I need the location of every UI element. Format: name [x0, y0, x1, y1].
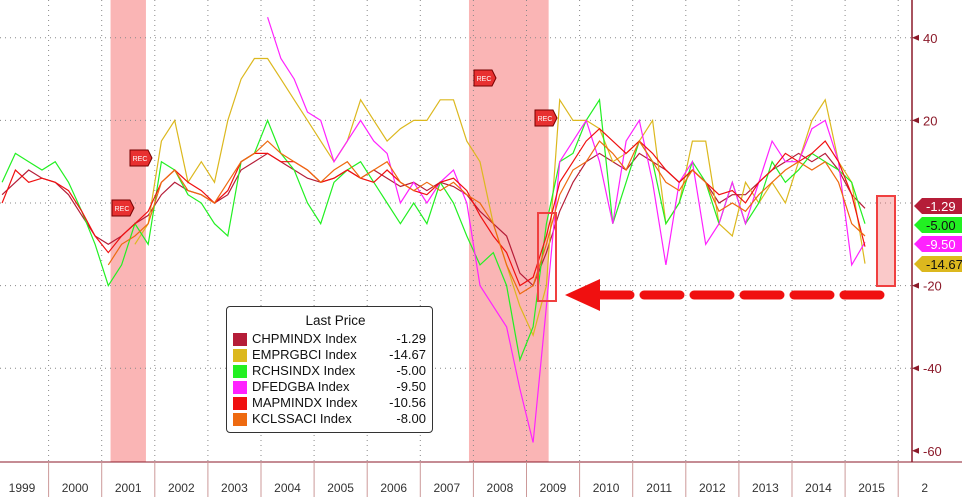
legend-entry: MAPMINDX Index -10.56	[227, 395, 432, 411]
arrow-head	[565, 279, 600, 311]
x-tick-label: 2	[921, 481, 928, 495]
last-value-label: -14.67	[926, 257, 962, 272]
y-tick-label: -40	[923, 361, 942, 376]
y-tick-label: 40	[923, 31, 937, 46]
legend-swatch	[233, 364, 247, 378]
y-tick	[912, 34, 919, 41]
x-tick-label: 2011	[646, 481, 672, 495]
rec-flag-shape	[129, 149, 153, 167]
rec-flag-label: REC	[477, 76, 492, 83]
legend-entry: EMPRGBCI Index -14.67	[227, 347, 432, 363]
recession-band	[468, 0, 549, 462]
last-value-tag	[914, 198, 962, 214]
rec-flag: REC	[129, 149, 153, 167]
last-value-tag	[914, 236, 962, 252]
rec-flag-shape	[473, 69, 497, 87]
x-tick-label: 2006	[380, 481, 407, 495]
legend-label: EMPRGBCI Index	[252, 347, 357, 362]
y-tick	[912, 117, 919, 124]
legend-value: -8.00	[396, 411, 426, 426]
series-line-kclssaci	[107, 139, 866, 295]
last-value-tag	[914, 217, 962, 233]
x-tick-label: 2007	[433, 481, 460, 495]
x-tick-label: 2003	[221, 481, 248, 495]
y-tick-label: -20	[923, 279, 942, 294]
last-value-label: -5.00	[926, 218, 956, 233]
y-tick	[912, 282, 919, 289]
x-tick-label: 2014	[805, 481, 832, 495]
legend-value: -10.56	[389, 395, 426, 410]
last-value-label: -1.29	[926, 199, 956, 214]
legend-label: CHPMINDX Index	[252, 331, 357, 346]
rec-flag: REC	[111, 199, 135, 217]
x-tick-label: 2002	[168, 481, 195, 495]
rec-flag-shape	[111, 199, 135, 217]
rec-flag: REC	[473, 69, 497, 87]
y-tick-label: 20	[923, 113, 937, 128]
x-tick-label: 2005	[327, 481, 354, 495]
legend-label: RCHSINDX Index	[252, 363, 356, 378]
x-tick-label: 2000	[62, 481, 89, 495]
y-tick	[912, 447, 919, 454]
x-axis-bg	[0, 462, 962, 497]
legend-entry: KCLSSACI Index -8.00	[227, 411, 432, 427]
highlight-box	[876, 195, 896, 287]
x-tick-label: 2010	[593, 481, 620, 495]
legend-value: -1.29	[396, 331, 426, 346]
x-tick-label: 2008	[487, 481, 514, 495]
highlight-box	[537, 212, 557, 302]
last-value-label: -9.50	[926, 237, 956, 252]
x-tick-label: 2015	[858, 481, 885, 495]
legend-label: DFEDGBA Index	[252, 379, 350, 394]
series-line-mapmindx	[1, 127, 866, 287]
y-tick	[912, 365, 919, 372]
legend-value: -5.00	[396, 363, 426, 378]
legend-title: Last Price	[305, 313, 366, 328]
last-value-tag	[914, 256, 962, 272]
x-tick-label: 2004	[274, 481, 301, 495]
legend-value: -14.67	[389, 347, 426, 362]
legend-label: KCLSSACI Index	[252, 411, 352, 426]
legend: Last Price CHPMINDX Index -1.29 EMPRGBCI I…	[226, 306, 433, 433]
legend-swatch	[233, 332, 247, 346]
x-tick-label: 2001	[115, 481, 142, 495]
legend-swatch	[233, 412, 247, 426]
rec-flag-label: REC	[133, 156, 148, 163]
legend-entry: CHPMINDX Index -1.29	[227, 331, 432, 347]
legend-value: -9.50	[396, 379, 426, 394]
y-tick-label: -60	[923, 444, 942, 459]
x-tick-label: 2009	[540, 481, 567, 495]
legend-swatch	[233, 348, 247, 362]
rec-flag: REC	[534, 109, 558, 127]
x-tick-label: 2012	[699, 481, 726, 495]
legend-entry: DFEDGBA Index -9.50	[227, 379, 432, 395]
rec-flag-label: REC	[115, 206, 130, 213]
x-tick-label: 1999	[9, 481, 36, 495]
legend-entries: CHPMINDX Index -1.29 EMPRGBCI Index -14.67 R…	[227, 331, 432, 427]
rec-flag-label: REC	[538, 116, 553, 123]
series-line-dfedgba	[267, 17, 866, 443]
legend-swatch	[233, 396, 247, 410]
legend-swatch	[233, 380, 247, 394]
rec-flag-shape	[534, 109, 558, 127]
legend-label: MAPMINDX Index	[252, 395, 358, 410]
x-tick-label: 2013	[752, 481, 779, 495]
legend-entry: RCHSINDX Index -5.00	[227, 363, 432, 379]
